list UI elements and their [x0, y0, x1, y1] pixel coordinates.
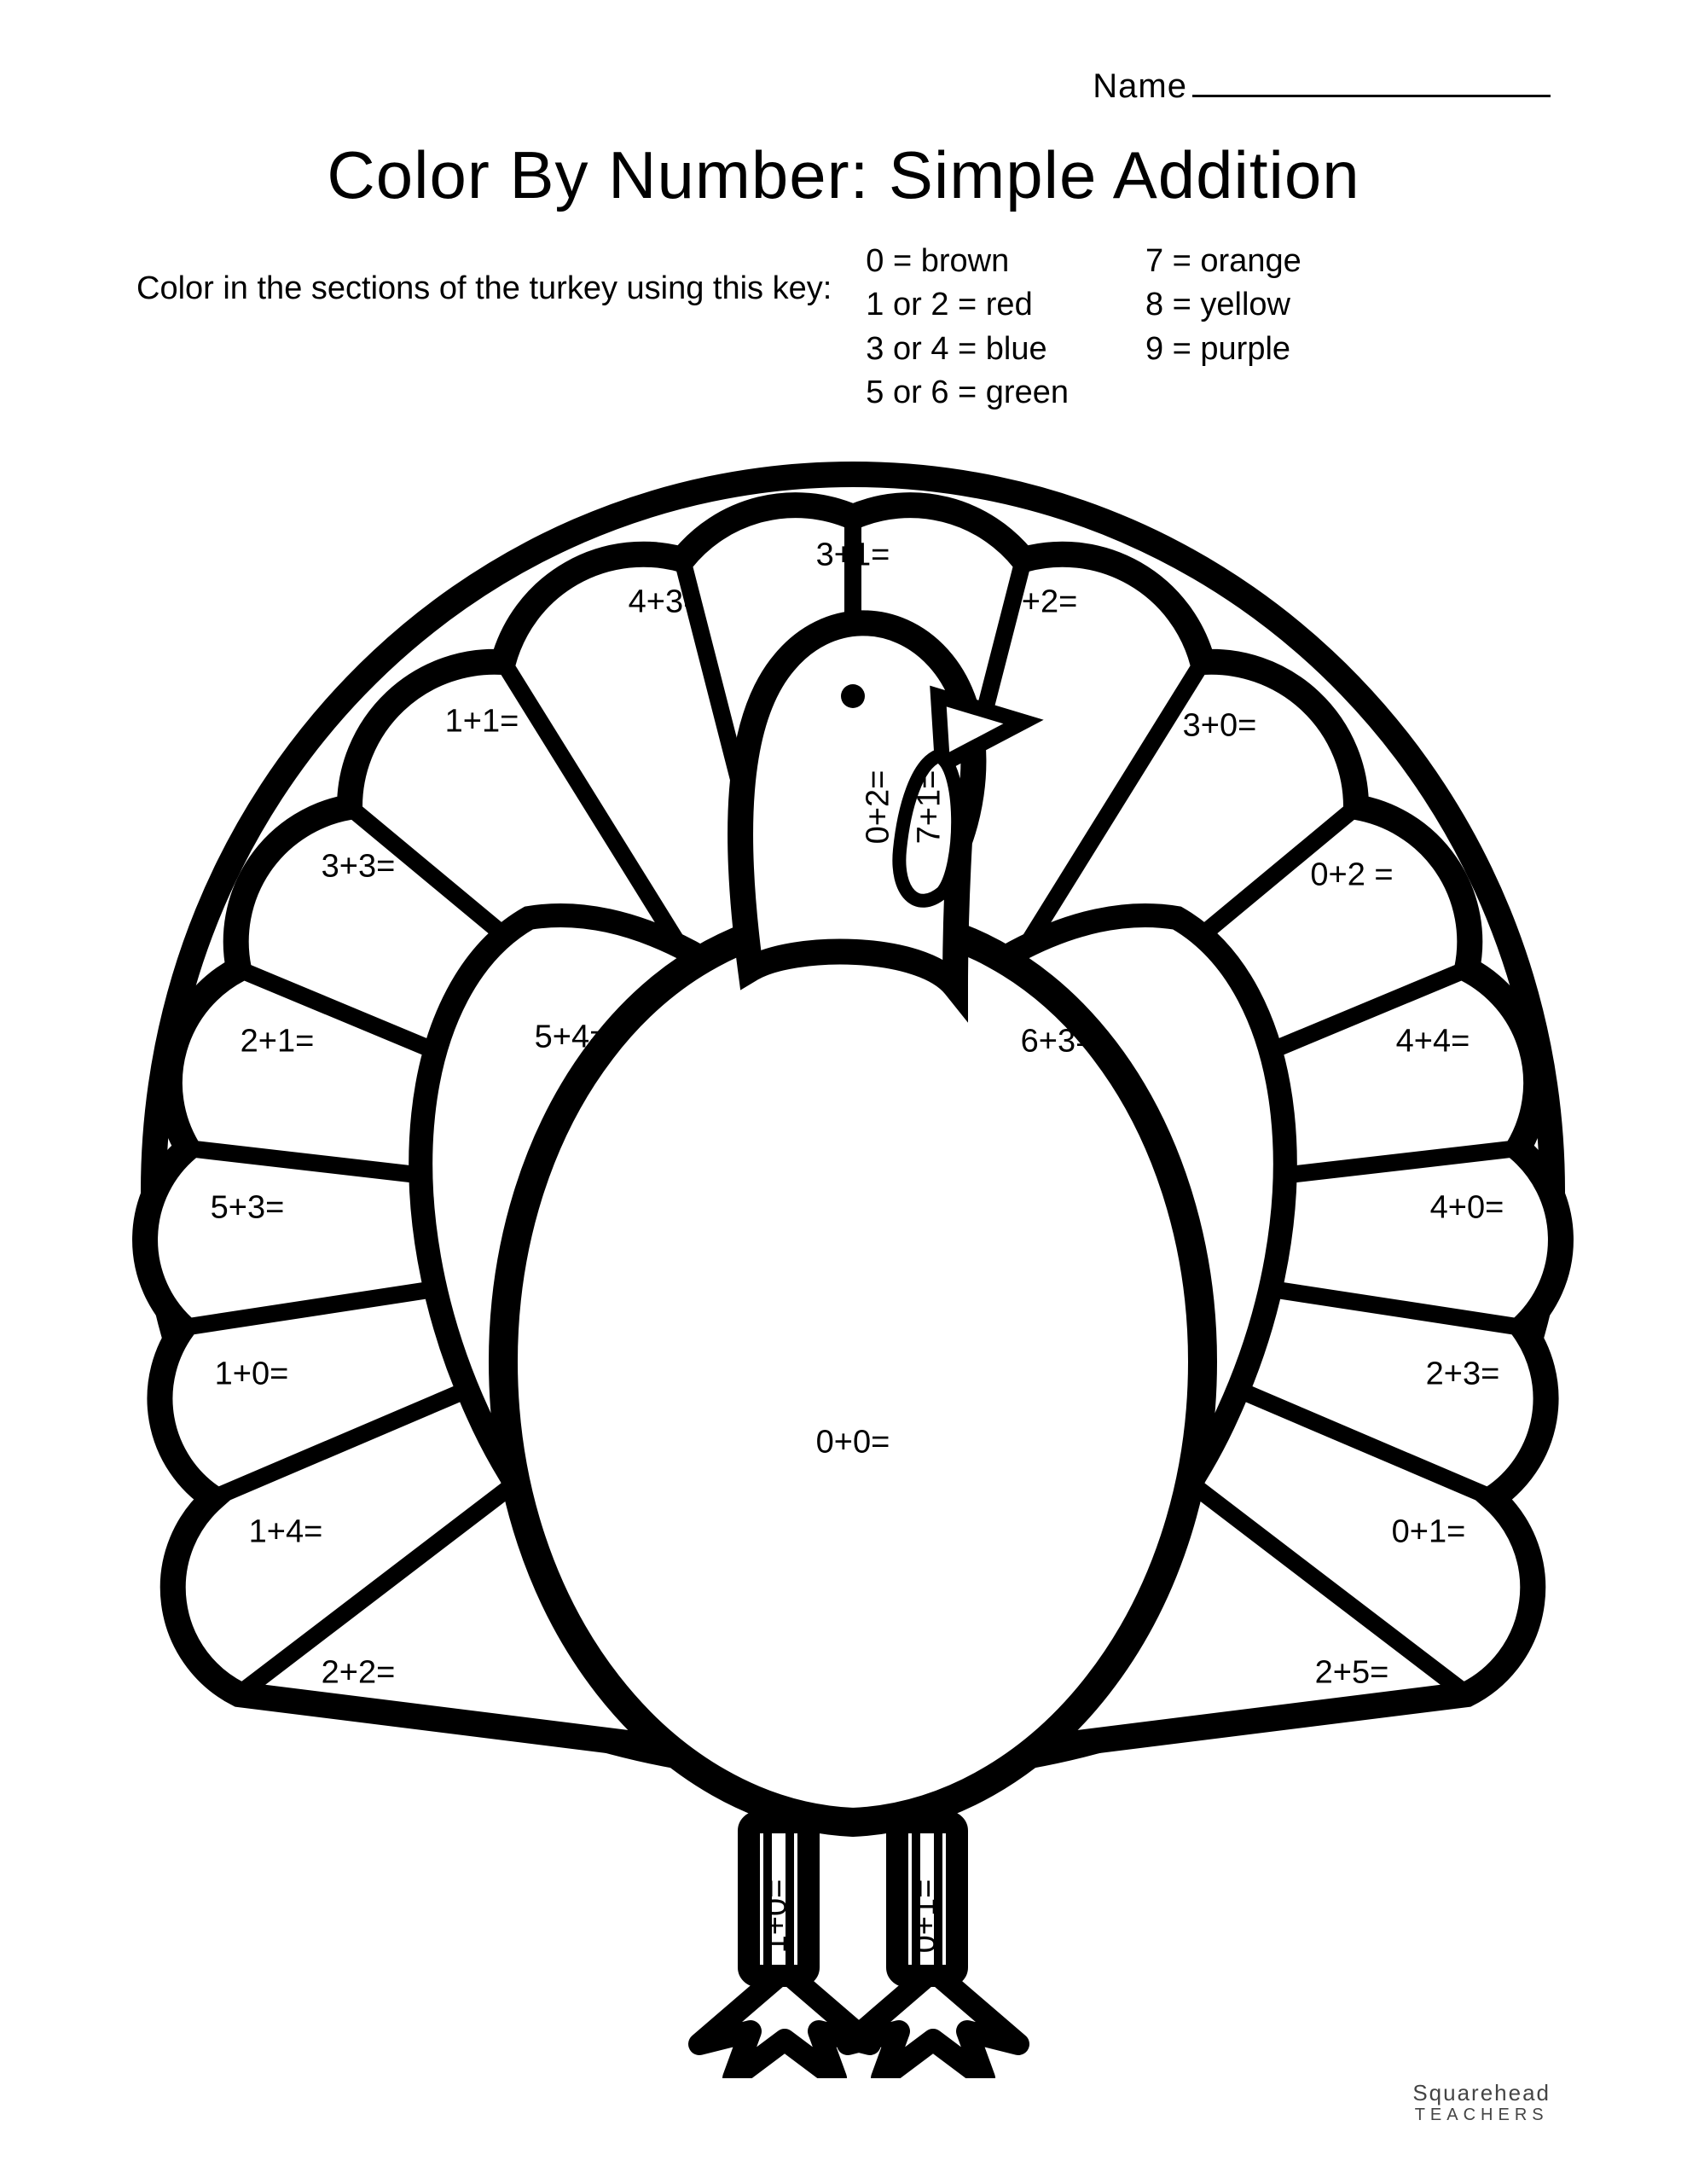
equation-feather-tl1: 4+3= [629, 584, 703, 621]
equation-feather-r4: 4+4= [1396, 1024, 1470, 1060]
name-blank-line[interactable] [1192, 64, 1551, 97]
turkey-figure: 3+1= 4+3= 6+2= 1+1= 3+0= 3+3= 0+2 = 2+1= 4+4= 5+3… [102, 440, 1603, 2078]
turkey-svg [102, 440, 1603, 2078]
key-entry: 5 or 6 = green [866, 371, 1069, 415]
credit-line1: Squarehead [1412, 2080, 1551, 2106]
equation-feather-r8: 2+5= [1315, 1655, 1389, 1692]
page-title: Color By Number: Simple Addition [102, 136, 1585, 214]
color-key-col-2: 7 = orange 8 = yellow 9 = purple [1145, 240, 1301, 415]
equation-feather-tr3: 0+2 = [1310, 857, 1393, 894]
color-key: 0 = brown 1 or 2 = red 3 or 4 = blue 5 o… [866, 240, 1301, 415]
equation-feather-l8: 2+2= [322, 1655, 396, 1692]
equation-leg-right: 0+1= [907, 1879, 944, 1954]
equation-body: 0+0= [816, 1425, 890, 1461]
key-entry: 0 = brown [866, 240, 1069, 283]
key-entry: 7 = orange [1145, 240, 1301, 283]
key-entry: 9 = purple [1145, 328, 1301, 371]
equation-feather-tr2: 3+0= [1183, 708, 1257, 745]
equation-feather-l4: 2+1= [241, 1024, 315, 1060]
equation-feather-l7: 1+4= [249, 1514, 323, 1551]
equation-wing-left: 5+4= [535, 1019, 609, 1056]
credit-badge: Squarehead TEACHERS [1412, 2081, 1551, 2124]
equation-leg-left: 1+0= [758, 1879, 795, 1954]
equation-feather-r5: 4+0= [1430, 1190, 1504, 1227]
key-entry: 8 = yellow [1145, 283, 1301, 327]
instructions-row: Color in the sections of the turkey usin… [136, 240, 1585, 415]
equation-feather-l5: 5+3= [211, 1190, 285, 1227]
key-entry: 3 or 4 = blue [866, 328, 1069, 371]
equation-wattle: 7+1= [912, 770, 948, 845]
equation-feather-tl2: 1+1= [445, 704, 519, 741]
key-entry: 1 or 2 = red [866, 283, 1069, 327]
equation-feather-top: 3+1= [816, 537, 890, 574]
equation-feather-r6: 2+3= [1426, 1356, 1500, 1393]
equation-beak: 0+2= [861, 770, 897, 845]
name-label: Name [1093, 67, 1187, 105]
equation-feather-tr1: 6+2= [1004, 584, 1078, 621]
name-field[interactable]: Name [1093, 64, 1551, 106]
instructions-lead: Color in the sections of the turkey usin… [136, 240, 832, 307]
credit-line2: TEACHERS [1412, 2106, 1551, 2124]
equation-feather-tl3: 3+3= [322, 849, 396, 886]
equation-wing-right: 6+3= [1021, 1024, 1095, 1060]
color-key-col-1: 0 = brown 1 or 2 = red 3 or 4 = blue 5 o… [866, 240, 1069, 415]
equation-feather-l6: 1+0= [215, 1356, 289, 1393]
equation-feather-r7: 0+1= [1392, 1514, 1466, 1551]
worksheet-page: Name Color By Number: Simple Addition Co… [0, 0, 1687, 2184]
